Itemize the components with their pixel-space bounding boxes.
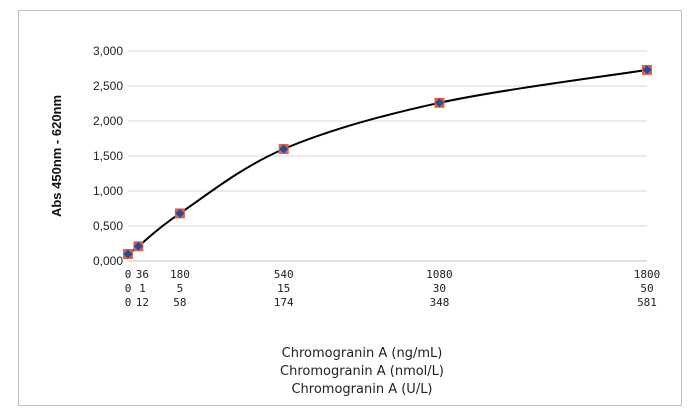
y-tick-label: 1,500	[93, 149, 123, 163]
y-tick-label: 0,500	[93, 219, 123, 233]
x-tick-label: 174	[274, 296, 294, 309]
y-tick-label: 2,500	[93, 79, 123, 93]
grid-lines	[128, 50, 647, 262]
x-tick-label: 0	[125, 268, 132, 281]
x-tick-label: 348	[429, 296, 449, 309]
y-axis-label: Abs 450nm - 620nm	[49, 95, 64, 217]
data-point	[279, 144, 289, 154]
y-tick-label: 1,000	[93, 184, 123, 198]
y-tick-label: 0,000	[93, 254, 123, 268]
x-tick-label: 30	[433, 282, 446, 295]
x-tick-label: 0	[125, 296, 132, 309]
x-tick-label: 1800	[634, 268, 661, 281]
y-tick-labels: 0,000 0,500 1,000 1,500 2,000 2,500 3,000	[93, 44, 123, 268]
data-point	[175, 208, 185, 218]
x-tick-label: 5	[177, 282, 184, 295]
chart-frame: 0,000 0,500 1,000 1,500 2,000 2,500 3,000 0 36 1…	[18, 10, 682, 406]
x-tick-label: 50	[640, 282, 653, 295]
data-point	[133, 241, 143, 251]
x-tick-label: 1	[139, 282, 146, 295]
x-tick-label: 36	[136, 268, 149, 281]
y-tick-label: 3,000	[93, 44, 123, 58]
data-point	[123, 249, 133, 259]
x-tick-label: 0	[125, 282, 132, 295]
x-axis-label-ngml: Chromogranin A (ng/mL)	[282, 346, 443, 361]
x-tick-label: 581	[637, 296, 657, 309]
x-tick-label: 1080	[426, 268, 453, 281]
x-axis-label-ul: Chromogranin A (U/L)	[291, 382, 432, 397]
y-tick-label: 2,000	[93, 114, 123, 128]
x-tick-label: 58	[173, 296, 186, 309]
data-points	[123, 64, 652, 259]
data-point	[434, 98, 444, 108]
data-point	[642, 65, 652, 75]
x-tick-label: 180	[170, 268, 190, 281]
x-tick-label: 12	[136, 296, 149, 309]
x-tick-label: 540	[274, 268, 294, 281]
x-axis-label-nmoll: Chromogranin A (nmol/L)	[280, 364, 444, 379]
x-tick-label: 15	[277, 282, 290, 295]
